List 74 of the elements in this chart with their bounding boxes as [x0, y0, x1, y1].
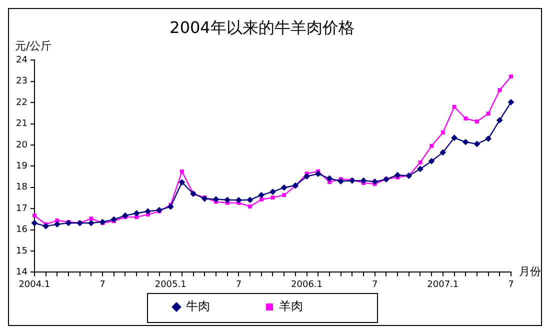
point — [474, 119, 479, 124]
y-tick-label: 24 — [16, 56, 28, 66]
point — [474, 140, 480, 148]
point — [32, 214, 36, 218]
point — [235, 196, 242, 204]
y-tick-label: 23 — [16, 76, 28, 87]
point — [451, 134, 458, 141]
legend-label: 牛肉 — [186, 299, 258, 314]
chart-title: 2004年以来的牛羊肉价格 — [170, 18, 354, 37]
point — [133, 210, 140, 216]
y-tick-label: 20 — [16, 140, 28, 150]
y-axis-title: 元/公斤 — [15, 40, 52, 53]
point — [462, 138, 469, 146]
y-tick-label: 21 — [16, 119, 28, 130]
x-tick-label: 2006.1 — [291, 280, 323, 290]
legend-label: 羊肉 — [279, 299, 351, 314]
point — [280, 184, 288, 191]
point — [248, 204, 252, 208]
point — [440, 149, 446, 156]
x-tick-label: 2005.1 — [154, 280, 186, 290]
x-tick-label: 2007.1 — [427, 280, 459, 290]
point — [258, 192, 265, 198]
x-tick-label: 7 — [372, 280, 378, 290]
y-tick-label: 22 — [16, 98, 28, 108]
point — [338, 178, 344, 184]
point — [178, 179, 186, 186]
y-tick-label: 18 — [16, 182, 28, 193]
point — [428, 158, 435, 164]
point — [110, 216, 118, 223]
x-axis-title: 月份 — [519, 265, 541, 278]
x-tick-label: 7 — [100, 280, 106, 290]
x-tick-label: 7 — [508, 280, 514, 290]
point — [326, 175, 333, 182]
point — [270, 188, 276, 196]
point — [430, 144, 434, 148]
y-tick-label: 19 — [16, 162, 28, 172]
point — [42, 222, 49, 230]
point — [496, 116, 503, 124]
point — [31, 220, 38, 226]
point — [99, 218, 106, 226]
point — [360, 177, 367, 184]
y-tick-label: 14 — [16, 268, 28, 278]
point — [54, 221, 60, 228]
point — [418, 160, 422, 164]
point — [167, 203, 174, 210]
point — [508, 98, 514, 106]
point — [372, 178, 378, 185]
point — [259, 198, 264, 202]
point — [314, 170, 322, 178]
point — [394, 172, 401, 178]
x-tick-label: 2004.1 — [18, 280, 50, 290]
point — [88, 220, 94, 226]
point — [156, 206, 162, 214]
point — [509, 74, 513, 79]
point — [485, 135, 492, 142]
point — [486, 112, 490, 116]
point — [304, 173, 310, 180]
point — [180, 170, 184, 174]
y-tick-label: 16 — [16, 225, 28, 236]
point — [89, 216, 94, 221]
point — [246, 196, 254, 204]
point — [224, 196, 231, 204]
point — [282, 193, 286, 198]
point — [417, 166, 424, 172]
point — [498, 88, 502, 92]
point — [270, 196, 275, 200]
y-tick-label: 15 — [16, 246, 28, 256]
point — [464, 116, 468, 120]
point — [122, 212, 128, 219]
point — [440, 130, 445, 134]
x-tick-label: 7 — [236, 280, 242, 290]
point — [144, 208, 152, 215]
point — [65, 220, 72, 226]
y-tick-label: 17 — [16, 204, 28, 214]
